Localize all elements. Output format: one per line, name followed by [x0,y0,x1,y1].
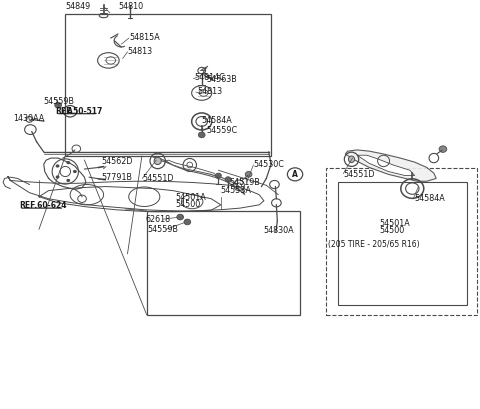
Circle shape [225,177,231,182]
Text: 54813: 54813 [128,47,153,56]
Circle shape [216,173,221,178]
Text: 54551D: 54551D [142,174,173,183]
Text: (205 TIRE - 205/65 R16): (205 TIRE - 205/65 R16) [327,240,419,249]
Polygon shape [166,160,218,177]
Polygon shape [345,150,436,181]
Text: 54553A: 54553A [221,186,252,195]
Text: 54830A: 54830A [263,226,294,235]
Circle shape [56,164,60,168]
Text: 54500: 54500 [175,200,201,209]
Polygon shape [152,156,245,195]
Circle shape [66,179,70,182]
Text: REF.60-624: REF.60-624 [19,201,66,210]
Circle shape [198,132,205,138]
Text: 54563B: 54563B [206,75,237,84]
Text: 54562D: 54562D [101,157,132,166]
Text: 54559B: 54559B [147,225,178,234]
Text: 1430AA: 1430AA [12,114,44,123]
Circle shape [56,175,60,179]
Text: 54849: 54849 [65,2,91,11]
Text: 54559C: 54559C [206,126,238,135]
Text: 54814C: 54814C [194,73,225,82]
Polygon shape [357,155,415,175]
Text: 62618: 62618 [145,215,170,224]
Text: 54559B: 54559B [44,97,75,106]
Circle shape [245,171,252,177]
Text: 54584A: 54584A [202,116,232,125]
Text: 57791B: 57791B [101,173,132,182]
Text: REF.50-517: REF.50-517 [56,107,103,116]
Ellipse shape [348,156,355,162]
Text: 54500: 54500 [380,226,405,235]
Circle shape [73,170,77,173]
Text: 54815A: 54815A [129,33,160,42]
Text: A: A [292,170,298,179]
Text: 54551D: 54551D [343,170,374,179]
Text: 54810: 54810 [118,2,143,11]
Circle shape [66,161,70,164]
Text: 54530C: 54530C [253,160,284,169]
Text: A: A [67,107,73,116]
Circle shape [55,102,61,108]
Text: 54584A: 54584A [414,194,445,203]
Text: 54813: 54813 [197,87,222,96]
Circle shape [184,219,191,225]
Circle shape [177,214,183,220]
Ellipse shape [154,157,161,164]
Text: 54519B: 54519B [229,178,260,187]
Circle shape [439,146,447,153]
Text: 54501A: 54501A [175,193,206,202]
Text: 54501A: 54501A [380,220,410,229]
